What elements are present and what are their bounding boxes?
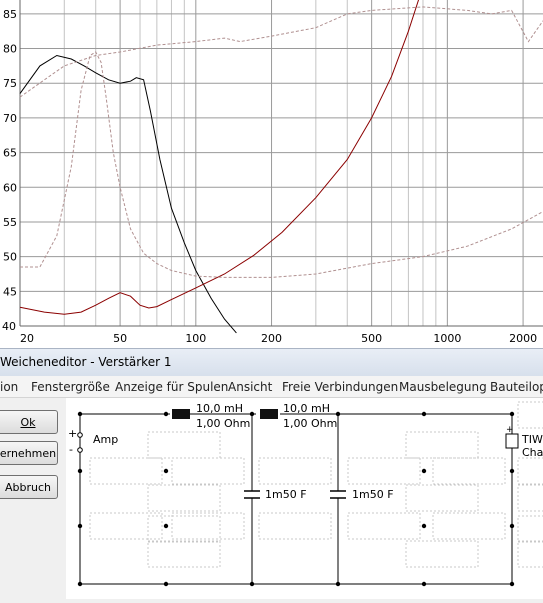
y-tick-label: 85	[3, 8, 17, 21]
x-tick-label: 50	[113, 332, 127, 345]
x-tick-label: 100	[185, 332, 206, 345]
speaker-icon[interactable]	[505, 414, 519, 449]
empty-slot[interactable]	[347, 512, 421, 540]
apply-button-label: ernehmen	[0, 446, 57, 460]
window-titlebar[interactable]: Weichenedit​or - Verstärker 1	[0, 348, 543, 376]
y-tick-label: 65	[3, 147, 17, 160]
empty-slot[interactable]	[517, 457, 543, 485]
capacitor-1-value: 1m50 F	[265, 488, 307, 501]
menu-item-free-connections[interactable]: Freie Verbindungen	[282, 380, 399, 394]
speaker-plus-sign: +	[506, 425, 514, 435]
empty-slot[interactable]	[89, 512, 163, 540]
circuit-svg: + - Amp 10,0 mH 1,00 Ohm 10,0 mH 1,00 Oh…	[68, 401, 543, 587]
series-line-2	[19, 0, 420, 315]
placeholder-slots	[89, 401, 543, 568]
coil-1-inductance: 10,0 mH	[196, 402, 243, 415]
menu-item-mouse-mapping[interactable]: Mausbelegung	[399, 380, 487, 394]
menu-item-view[interactable]: Ansicht	[228, 380, 273, 394]
coil-2[interactable]	[260, 409, 278, 419]
y-tick-label: 50	[3, 251, 17, 264]
series-line-3	[20, 51, 543, 278]
x-tick-label: 2000	[509, 332, 537, 345]
button-panel: Ok ernehmen Abbruch	[0, 398, 66, 599]
ok-button-label: Ok	[20, 415, 36, 429]
empty-slot[interactable]	[171, 512, 245, 540]
menu-item-option[interactable]: ion	[0, 380, 19, 394]
capacitor-2-value: 1m50 F	[352, 488, 394, 501]
apply-button[interactable]: ernehmen	[0, 441, 58, 465]
coil-1-resistance: 1,00 Ohm	[196, 417, 250, 430]
x-tick-label: 20	[20, 332, 34, 345]
frequency-response-chart: 45 50 55 60 65 70 75 80 85 40 20 50 100 200 500 1000 200…	[0, 0, 543, 348]
empty-slot[interactable]	[258, 512, 332, 540]
empty-slot[interactable]	[517, 484, 543, 512]
empty-slot[interactable]	[347, 457, 421, 485]
empty-slot[interactable]	[432, 457, 506, 485]
y-tick-label: 45	[3, 285, 17, 298]
coil-2-inductance: 10,0 mH	[283, 402, 330, 415]
wires	[79, 413, 513, 585]
capacitor-2[interactable]	[330, 490, 346, 499]
empty-slot[interactable]	[517, 515, 543, 543]
empty-slot[interactable]	[258, 457, 332, 485]
y-tick-label: 80	[3, 43, 17, 56]
series-line-4	[19, 6, 543, 98]
menu-item-coil-display[interactable]: Anzeige für Spulen	[115, 380, 229, 394]
amp-terminals	[77, 432, 83, 453]
window-title: Weichenedit​or - Verstärker 1	[0, 355, 172, 369]
series-line-1	[19, 54, 237, 334]
speaker-name-line2: Cha	[522, 446, 543, 459]
empty-slot[interactable]	[432, 512, 506, 540]
cancel-button-label: Abbruch	[4, 480, 51, 494]
amp-minus-sign: -	[69, 443, 73, 456]
y-tick-label: 70	[3, 112, 17, 125]
y-tick-label: 75	[3, 77, 17, 90]
capacitor-1[interactable]	[244, 490, 260, 499]
y-tick-label: 40	[2, 320, 16, 333]
empty-slot[interactable]	[147, 431, 221, 459]
cancel-button[interactable]: Abbruch	[0, 475, 58, 499]
amp-label: Amp	[93, 433, 118, 446]
empty-slot[interactable]	[517, 540, 543, 568]
amp-plus-sign: +	[68, 427, 77, 440]
menu-item-window-size[interactable]: Fenstergröße	[31, 380, 110, 394]
coil-2-resistance: 1,00 Ohm	[283, 417, 337, 430]
x-tick-label: 200	[261, 332, 282, 345]
empty-slot[interactable]	[405, 484, 479, 512]
y-tick-label: 55	[3, 216, 17, 229]
menu-bar: ion Fenstergröße Anzeige für Spulen Ansi…	[0, 376, 543, 398]
coil-1[interactable]	[172, 409, 190, 419]
y-tick-label: 60	[3, 181, 17, 194]
x-tick-label: 1000	[433, 332, 461, 345]
empty-slot[interactable]	[147, 540, 221, 568]
speaker-name: TIW	[521, 433, 543, 446]
menu-item-component-options[interactable]: Bauteilopt	[490, 380, 543, 394]
empty-slot[interactable]	[517, 401, 543, 429]
empty-slot[interactable]	[147, 484, 221, 512]
empty-slot[interactable]	[405, 540, 479, 568]
chart-svg: 45 50 55 60 65 70 75 80 85 40 20 50 100 200 500 1000 200…	[2, 0, 543, 345]
ok-button[interactable]: Ok	[0, 410, 58, 434]
circuit-canvas[interactable]: + - Amp 10,0 mH 1,00 Ohm 10,0 mH 1,00 Oh…	[66, 398, 543, 599]
x-tick-label: 500	[361, 332, 382, 345]
empty-slot[interactable]	[405, 431, 479, 459]
empty-slot[interactable]	[171, 457, 245, 485]
empty-slot[interactable]	[89, 457, 163, 485]
empty-slot[interactable]	[147, 515, 221, 543]
